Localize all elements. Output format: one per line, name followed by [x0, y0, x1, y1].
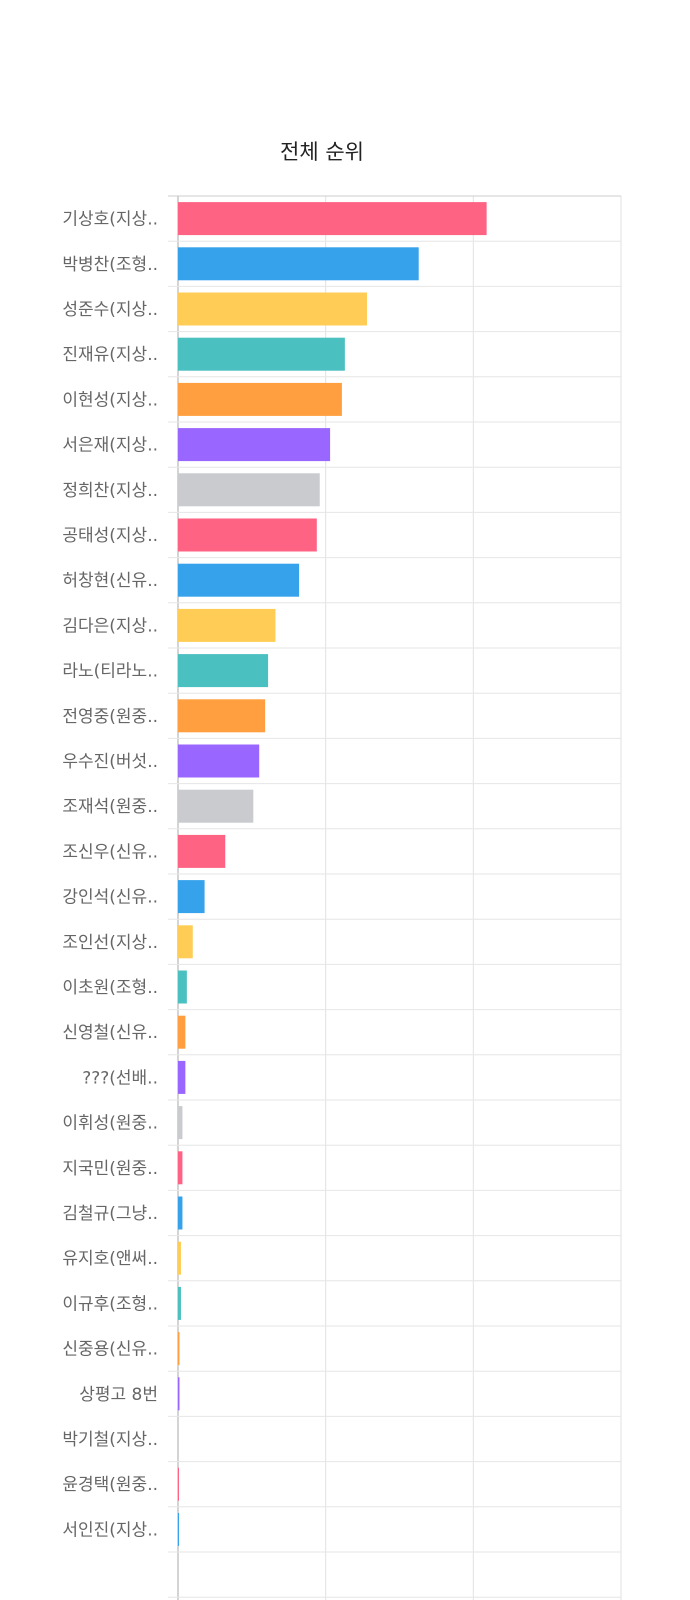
category-label: 신영철(신유.. [62, 1023, 158, 1043]
bar [178, 834, 226, 868]
bar [178, 382, 342, 416]
category-label: 지국민(원중.. [62, 1159, 158, 1179]
bar [178, 1241, 181, 1275]
bar [178, 880, 205, 914]
category-label: 신중용(신유.. [62, 1340, 158, 1360]
category-label: 우수진(버섯.. [62, 752, 158, 772]
category-label: 기상호(지상.. [62, 210, 158, 230]
bar [178, 970, 187, 1004]
category-label: 김다은(지상.. [62, 616, 158, 636]
bar [178, 1106, 183, 1140]
bar [178, 1512, 179, 1546]
bar [178, 292, 368, 326]
bar [178, 428, 331, 462]
bar [178, 654, 269, 688]
bar [178, 518, 317, 552]
category-label: 김철규(그냥.. [62, 1204, 158, 1224]
bar [178, 1015, 186, 1049]
bar [178, 202, 487, 236]
category-label: 서은재(지상.. [62, 436, 158, 456]
bar [178, 699, 266, 733]
category-label: 진재유(지상.. [62, 345, 158, 365]
category-label: 이초원(조형.. [62, 978, 158, 998]
category-label: 박기철(지상.. [62, 1430, 158, 1450]
category-label: 박병찬(조형.. [62, 255, 158, 275]
bar [178, 925, 193, 959]
category-label: 강인석(신유.. [62, 888, 158, 908]
category-label: 이현성(지상.. [62, 390, 158, 410]
category-label: 정희찬(지상.. [62, 481, 158, 501]
category-label: 조신우(신유.. [62, 842, 158, 862]
category-label: 조재석(원중.. [62, 797, 158, 817]
bar [178, 744, 260, 778]
bar [178, 1060, 186, 1094]
bar [178, 1467, 179, 1501]
bar [178, 473, 320, 507]
bar [178, 563, 300, 597]
category-label: 전영중(원중.. [62, 707, 158, 727]
bar [178, 1332, 180, 1366]
category-label: 서인진(지상.. [62, 1520, 158, 1540]
category-label: 공태성(지상.. [62, 526, 158, 546]
bar [178, 337, 345, 371]
category-label: 유지호(앤써.. [62, 1249, 158, 1269]
category-label: 윤경택(원중.. [62, 1475, 158, 1495]
category-label: 이휘성(원중.. [62, 1114, 158, 1134]
category-label: 조인선(지상.. [62, 933, 158, 953]
category-label: 이규후(조형.. [62, 1294, 158, 1314]
bar [178, 1151, 183, 1185]
category-label: 라노(티라노.. [62, 662, 158, 682]
bar [178, 1377, 180, 1411]
bar [178, 789, 254, 823]
bar [178, 1196, 183, 1230]
bar [178, 247, 419, 281]
category-label: 허창현(신유.. [62, 571, 158, 591]
chart-title: 전체 순위 [280, 140, 364, 164]
bar [178, 608, 276, 642]
category-label: 상평고 8번 [79, 1385, 158, 1405]
category-label: ???(선배.. [82, 1068, 158, 1088]
category-label: 성준수(지상.. [62, 300, 158, 320]
bar [178, 1286, 181, 1320]
